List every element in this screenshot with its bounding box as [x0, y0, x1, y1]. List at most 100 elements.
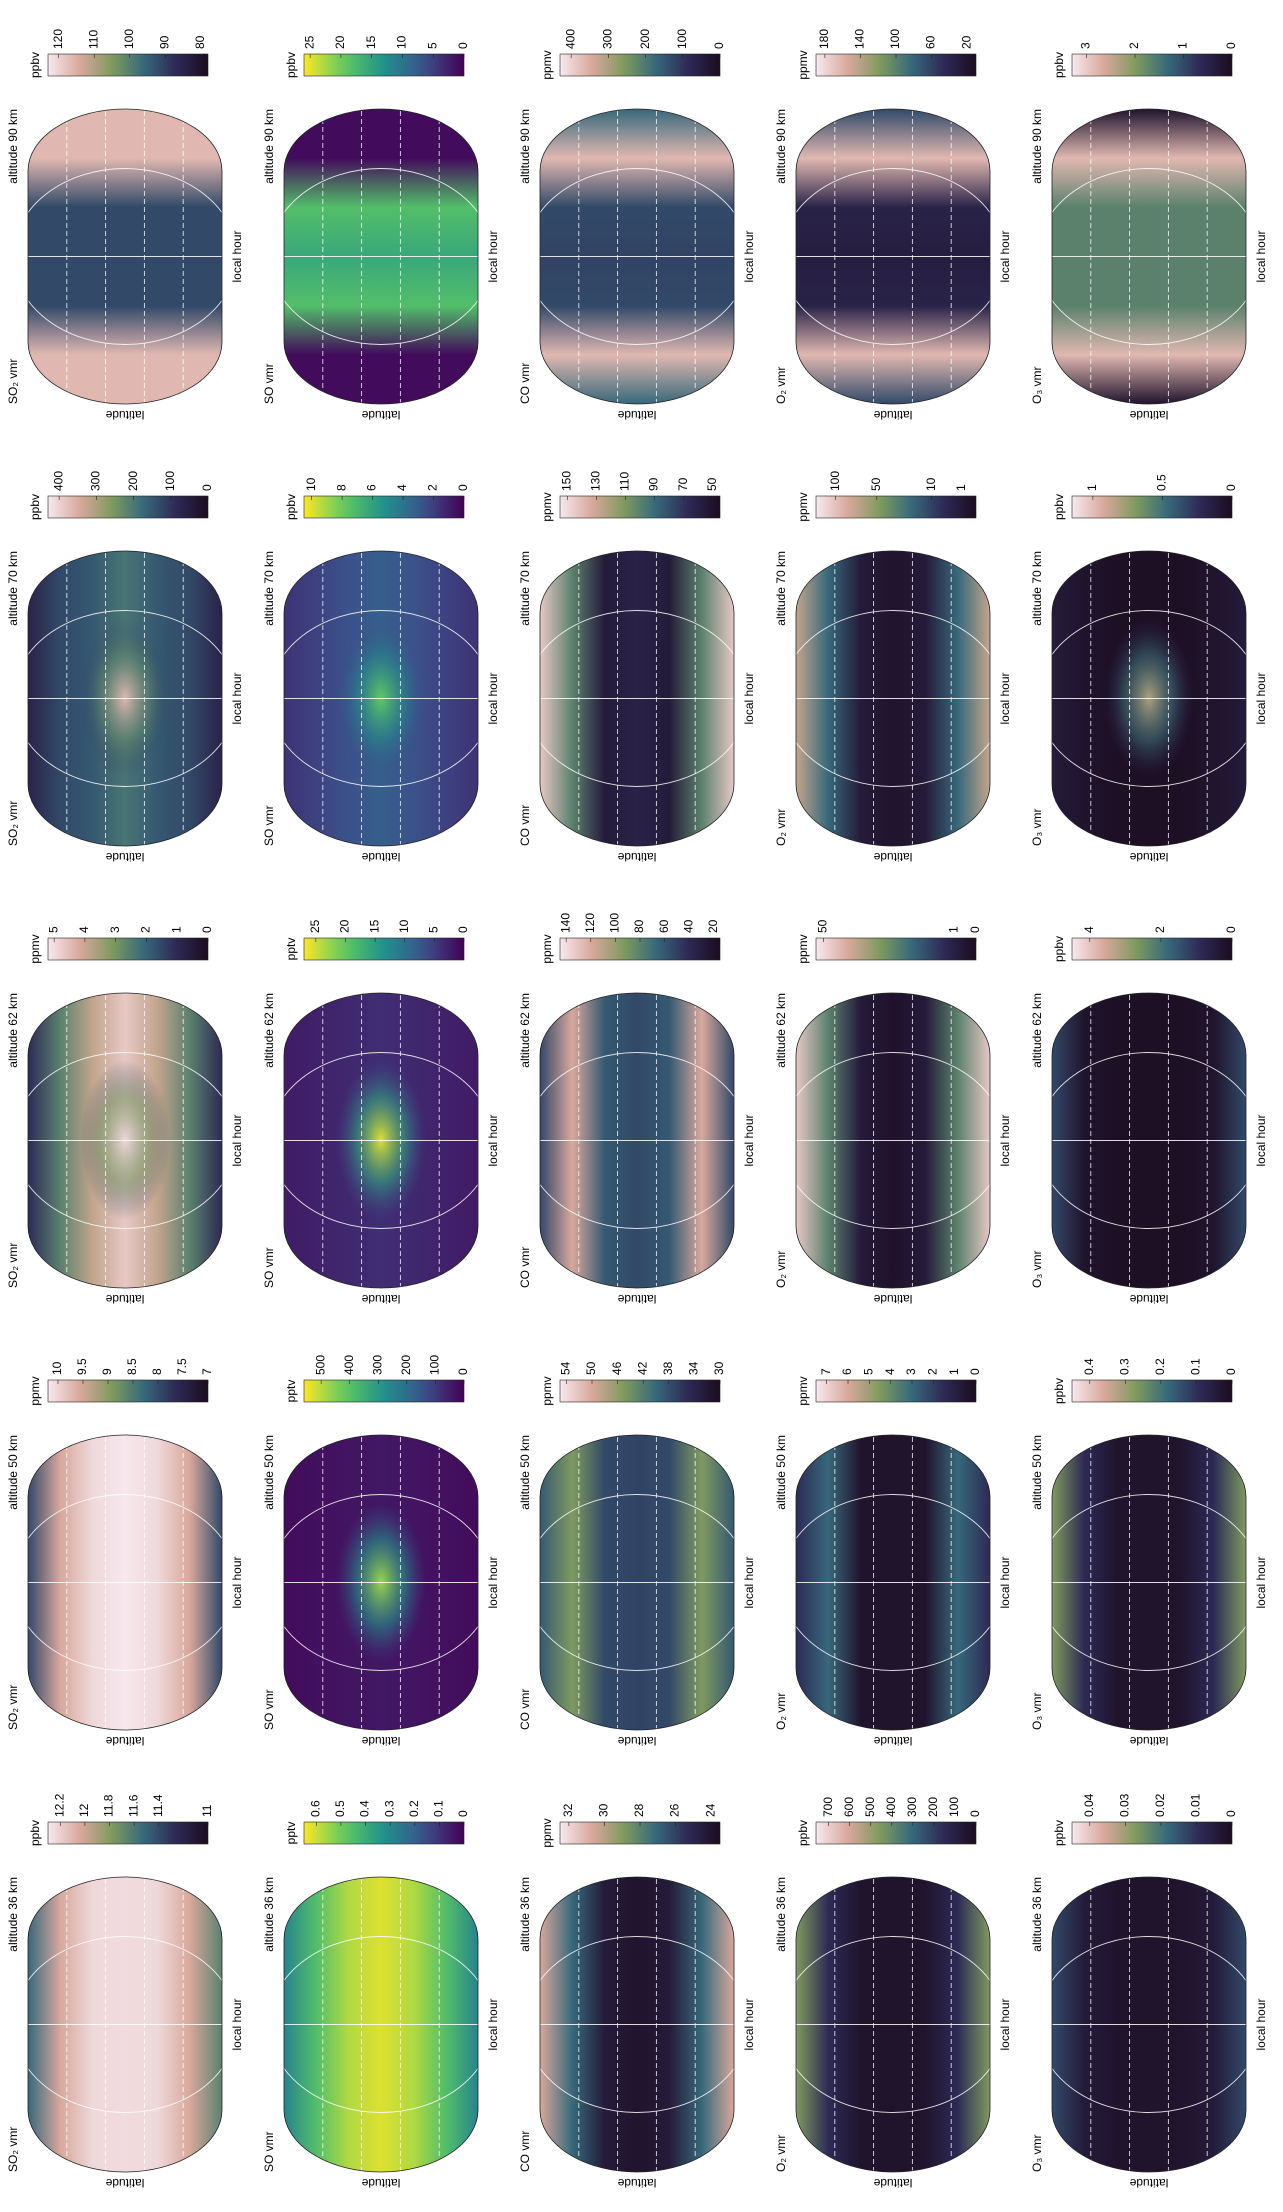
- colorbar-tick-label: 0.03: [1118, 1793, 1132, 1817]
- colorbar-tick-label: 70: [676, 477, 690, 491]
- colorbar-tick-label: 8.5: [125, 1358, 139, 1375]
- terminator: [540, 610, 734, 787]
- colorbar: [559, 1379, 721, 1403]
- colorbar-tick-label: 50: [869, 477, 883, 491]
- y-axis-label: latitude: [1129, 1292, 1168, 1306]
- panel-subtitle: altitude 90 km: [262, 109, 276, 184]
- colorbar-tick-label: 24: [703, 1803, 717, 1817]
- terminator: [28, 610, 222, 787]
- colorbar-tick-label: 4: [77, 926, 91, 933]
- colorbar-tick-label: 140: [558, 913, 572, 933]
- colorbar-tick-label: 600: [842, 1797, 856, 1817]
- colorbar-tick-label: 10: [50, 1361, 64, 1375]
- panel-subtitle: altitude 62 km: [262, 993, 276, 1068]
- terminator: [284, 610, 478, 787]
- colorbar: [47, 1379, 209, 1403]
- panel-subtitle: altitude 50 km: [1030, 1435, 1044, 1510]
- colorbar-tick-label: 0.02: [1153, 1793, 1167, 1817]
- colorbar: [303, 937, 465, 961]
- colorbar-tick-label: 2: [1127, 42, 1141, 49]
- colorbar-tick-label: 200: [399, 1355, 413, 1375]
- map-blob: [336, 1502, 426, 1662]
- map-border: [283, 1434, 479, 1731]
- colorbar-unit: ppbv: [796, 1820, 810, 1846]
- colorbar-tick-label: 8: [334, 484, 348, 491]
- colorbar-unit: ppbv: [1052, 1378, 1066, 1404]
- colorbar-tick-label: 200: [638, 29, 652, 49]
- terminator: [796, 610, 990, 787]
- panel-title: O₃ vmr: [1030, 1250, 1044, 1288]
- x-axis-label: local hour: [742, 230, 756, 282]
- colorbar-tick-label: 1: [1176, 42, 1190, 49]
- panel-subtitle: altitude 36 km: [774, 1877, 788, 1952]
- colorbar-unit: ppmv: [796, 492, 810, 521]
- colorbar-tick-label: 9.5: [75, 1358, 89, 1375]
- colorbar-tick-label: 5: [862, 1368, 876, 1375]
- colorbar-tick-label: 400: [563, 29, 577, 49]
- panel-subtitle: altitude 62 km: [518, 993, 532, 1068]
- colorbar-tick-label: 1: [1085, 484, 1099, 491]
- terminator: [796, 1936, 990, 2113]
- colorbar-tick-label: 6: [365, 484, 379, 491]
- colorbar-tick-label: 3: [108, 926, 122, 933]
- panel-subtitle: altitude 36 km: [6, 1877, 20, 1952]
- panel-title: O₂ vmr: [774, 367, 788, 404]
- colorbar-tick-label: 0: [456, 1810, 470, 1817]
- colorbar-unit: ppbv: [28, 52, 42, 78]
- panel-subtitle: altitude 90 km: [1030, 109, 1044, 184]
- colorbar-tick-label: 0.6: [308, 1800, 322, 1817]
- colorbar-unit: ppbv: [284, 52, 298, 78]
- terminator: [540, 1494, 734, 1671]
- map-border: [283, 550, 479, 847]
- y-axis-label: latitude: [617, 1292, 656, 1306]
- panel: O₃ vmr altitude 70 km latitude local hour pp…: [1030, 474, 1268, 864]
- y-axis-label: latitude: [361, 1734, 400, 1748]
- colorbar-tick-label: 11.4: [151, 1794, 165, 1817]
- colorbar-tick-label: 2: [1153, 926, 1167, 933]
- map: [1052, 1435, 1246, 1730]
- x-axis-label: local hour: [230, 1556, 244, 1608]
- colorbar-unit: ppmv: [28, 934, 42, 963]
- colorbar-unit: ppmv: [540, 1376, 554, 1405]
- colorbar-tick-label: 80: [632, 919, 646, 933]
- x-axis-label: local hour: [1254, 1114, 1268, 1166]
- map: [796, 1877, 990, 2172]
- y-axis-label: latitude: [617, 1734, 656, 1748]
- map-blob: [336, 618, 426, 778]
- x-axis-label: local hour: [486, 1556, 500, 1608]
- colorbar-unit: ppbv: [28, 494, 42, 520]
- panel: O₃ vmr altitude 50 km latitude local hour pp…: [1030, 1358, 1268, 1748]
- panel-title: SO vmr: [262, 1247, 276, 1288]
- map: [1052, 993, 1246, 1288]
- colorbar: [1071, 1379, 1233, 1403]
- map: [28, 109, 222, 404]
- colorbar: [47, 495, 209, 519]
- terminator: [796, 1052, 990, 1229]
- colorbar-tick-label: 25: [302, 35, 316, 49]
- colorbar: [47, 937, 209, 961]
- map-border: [27, 1876, 223, 2173]
- colorbar-tick-label: 42: [635, 1361, 649, 1375]
- colorbar-tick-label: 1: [954, 484, 968, 491]
- panel-title: O₃ vmr: [1030, 808, 1044, 846]
- colorbar-tick-label: 60: [657, 919, 671, 933]
- colorbar-tick-label: 100: [163, 471, 177, 491]
- colorbar-tick-label: 0: [712, 42, 726, 49]
- panel-title: O₂ vmr: [774, 809, 788, 846]
- panel-title: SO vmr: [262, 1689, 276, 1730]
- y-axis-label: latitude: [361, 408, 400, 422]
- colorbar-tick-label: 32: [561, 1803, 575, 1817]
- colorbar: [47, 1821, 209, 1845]
- colorbar-tick-label: 150: [559, 471, 573, 491]
- terminator: [284, 1936, 478, 2113]
- colorbar-tick-label: 300: [370, 1355, 384, 1375]
- colorbar: [559, 53, 721, 77]
- colorbar-tick-label: 2: [426, 484, 440, 491]
- panel-subtitle: altitude 36 km: [518, 1877, 532, 1952]
- panel-subtitle: altitude 62 km: [774, 993, 788, 1068]
- colorbar-tick-label: 100: [828, 471, 842, 491]
- colorbar-unit: ppmv: [540, 492, 554, 521]
- colorbar-unit: ppmv: [796, 1376, 810, 1405]
- colorbar-tick-label: 0.04: [1082, 1793, 1096, 1817]
- panel: O₃ vmr altitude 62 km latitude local hour pp…: [1030, 926, 1268, 1306]
